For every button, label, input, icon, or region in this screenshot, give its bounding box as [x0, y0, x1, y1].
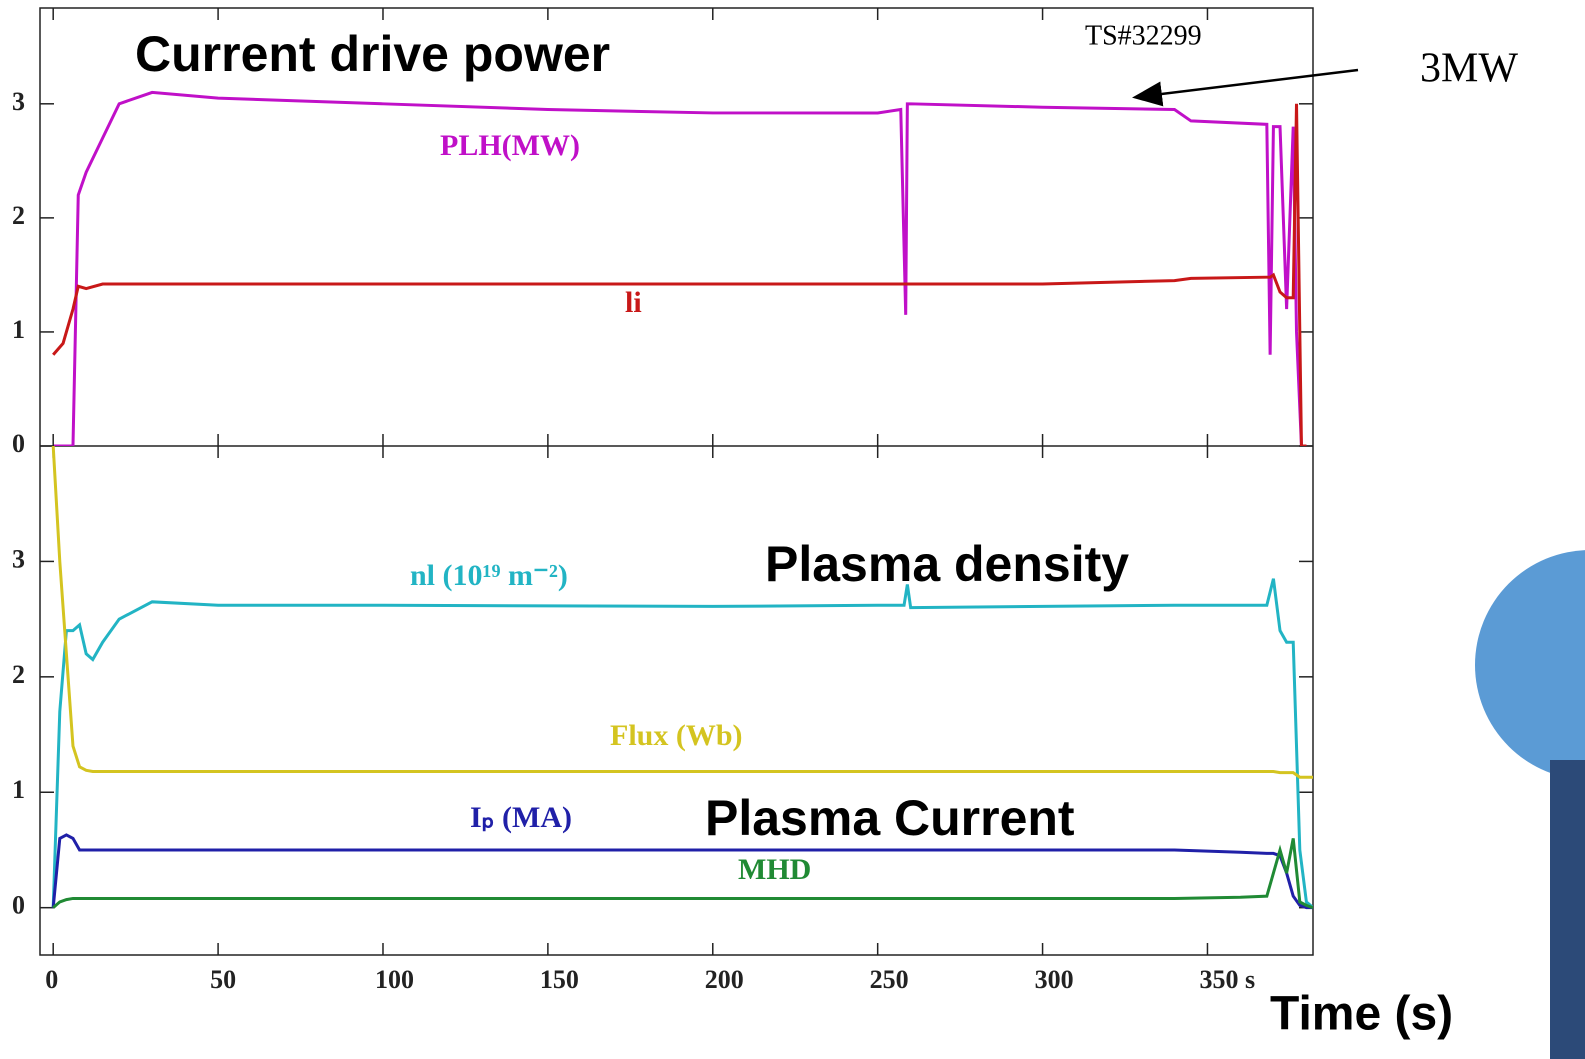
- series-line: [52, 103, 1307, 446]
- y-tick-label: 3: [12, 87, 25, 116]
- x-tick-label: 50: [210, 965, 236, 994]
- y-tick-label: 1: [12, 315, 25, 344]
- annotation: Current drive power: [135, 26, 610, 82]
- series-line: [52, 838, 1313, 910]
- series-line: [53, 90, 1307, 446]
- series-line: [51, 833, 1313, 910]
- x-tick-label: 0: [45, 965, 58, 994]
- decoration-circle: [1475, 550, 1585, 780]
- arrow: [1132, 68, 1359, 107]
- annotation: Plasma Current: [705, 790, 1075, 846]
- annotation: TS#32299: [1085, 20, 1202, 51]
- x-tick-label: 350 s: [1199, 965, 1255, 994]
- x-tick-label: 250: [870, 965, 909, 994]
- x-axis-label: Time (s): [1270, 988, 1453, 1041]
- y-tick-label: 2: [12, 201, 25, 230]
- series-label: nl (10¹⁹ m⁻²): [410, 559, 568, 592]
- y-tick-label: 0: [12, 429, 25, 458]
- x-tick-label: 150: [540, 965, 579, 994]
- series-label: MHD: [738, 853, 811, 886]
- x-tick-label: 100: [375, 965, 414, 994]
- y-tick-label: 1: [12, 775, 25, 804]
- x-tick-label: 200: [705, 965, 744, 994]
- x-tick-label: 300: [1035, 965, 1074, 994]
- annotation: Plasma density: [765, 536, 1129, 592]
- series-label: li: [625, 286, 642, 319]
- series-label: Iₚ (MA): [470, 801, 572, 834]
- y-tick-label: 0: [12, 891, 25, 920]
- y-tick-label: 3: [12, 544, 25, 573]
- series-line: [51, 578, 1313, 909]
- series-label: Flux (Wb): [610, 719, 743, 752]
- annotation: 3MW: [1420, 46, 1518, 92]
- series-line: [51, 446, 1313, 779]
- series-label: PLH(MW): [440, 129, 580, 162]
- y-tick-label: 2: [12, 660, 25, 689]
- plot-frame: [39, 7, 1314, 956]
- decoration-strip: [1550, 760, 1585, 1059]
